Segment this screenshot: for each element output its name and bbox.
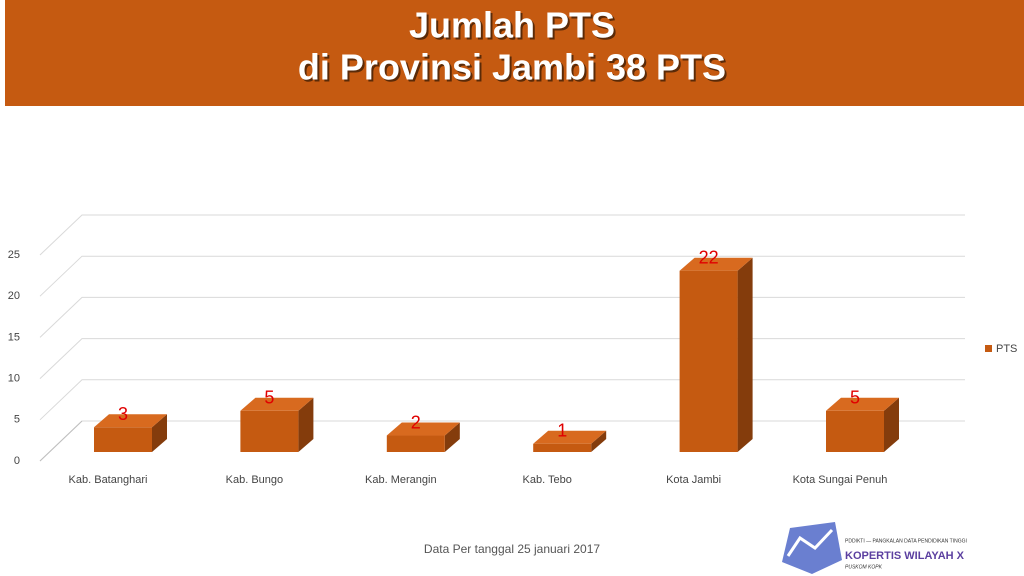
value-label: 3: [118, 404, 128, 424]
bar: [240, 410, 299, 452]
bar: [826, 410, 884, 452]
footnote: Data Per tanggal 25 januari 2017: [424, 542, 600, 556]
x-tick-label: Kota Sungai Penuh: [793, 474, 888, 486]
legend-swatch: [985, 345, 992, 352]
grid-line: [39, 255, 965, 297]
bar: [386, 435, 445, 452]
bar: [94, 427, 152, 452]
grid-line: [39, 338, 965, 379]
x-tick-label: Kab. Merangin: [365, 474, 437, 486]
y-tick-label: 20: [8, 290, 20, 302]
y-tick-label: 0: [14, 455, 20, 467]
logo-sub: PUSKOM KOPK: [845, 564, 883, 570]
value-label: 5: [850, 388, 860, 408]
bar: [533, 443, 592, 452]
bar-side: [298, 397, 314, 452]
y-tick-label: 10: [8, 373, 20, 385]
value-label: 2: [411, 412, 421, 432]
logo-name: KOPERTIS WILAYAH X: [845, 550, 965, 562]
chart-title: Jumlah PTS: [409, 5, 615, 46]
bar-top: [94, 414, 167, 428]
legend-label: PTS: [996, 343, 1017, 355]
title-shadow: di Provinsi Jambi 38 PTS: [300, 49, 728, 90]
y-tick-label: 5: [14, 414, 20, 426]
x-tick-label: Kab. Tebo: [523, 474, 572, 486]
value-label: 1: [557, 421, 567, 441]
logo-icon-line: [786, 528, 834, 557]
bar-side: [737, 257, 753, 452]
logo: PDDIKTI — PANGKALAN DATA PENDIDIKAN TING…: [782, 522, 967, 574]
y-tick-label: 25: [8, 249, 20, 261]
logo-icon: [782, 522, 842, 574]
title-shadow: Jumlah PTS: [411, 7, 617, 48]
bar-side: [591, 430, 607, 452]
bar-top: [826, 397, 899, 411]
grid-line: [39, 296, 965, 338]
floor-edge: [39, 420, 83, 462]
value-label: 5: [264, 388, 274, 408]
x-tick-label: Kab. Bungo: [226, 474, 284, 486]
bar-side: [152, 414, 167, 452]
x-tick-label: Kota Jambi: [666, 474, 721, 486]
bar-top: [386, 422, 460, 436]
y-tick-label: 15: [8, 331, 20, 343]
bar-top: [240, 397, 314, 411]
grid-line: [39, 379, 965, 421]
x-tick-label: Kab. Batanghari: [69, 474, 148, 486]
bar-side: [884, 397, 899, 452]
chart-title: di Provinsi Jambi 38 PTS: [298, 47, 726, 88]
title-bar: [5, 0, 1024, 106]
value-label: 22: [699, 247, 719, 267]
bar-side: [444, 422, 460, 452]
bar-top: [679, 257, 753, 271]
bar-top: [533, 430, 607, 444]
logo-top: PDDIKTI — PANGKALAN DATA PENDIDIKAN TING…: [845, 538, 967, 544]
grid-line: [39, 214, 965, 256]
bar: [679, 270, 738, 452]
